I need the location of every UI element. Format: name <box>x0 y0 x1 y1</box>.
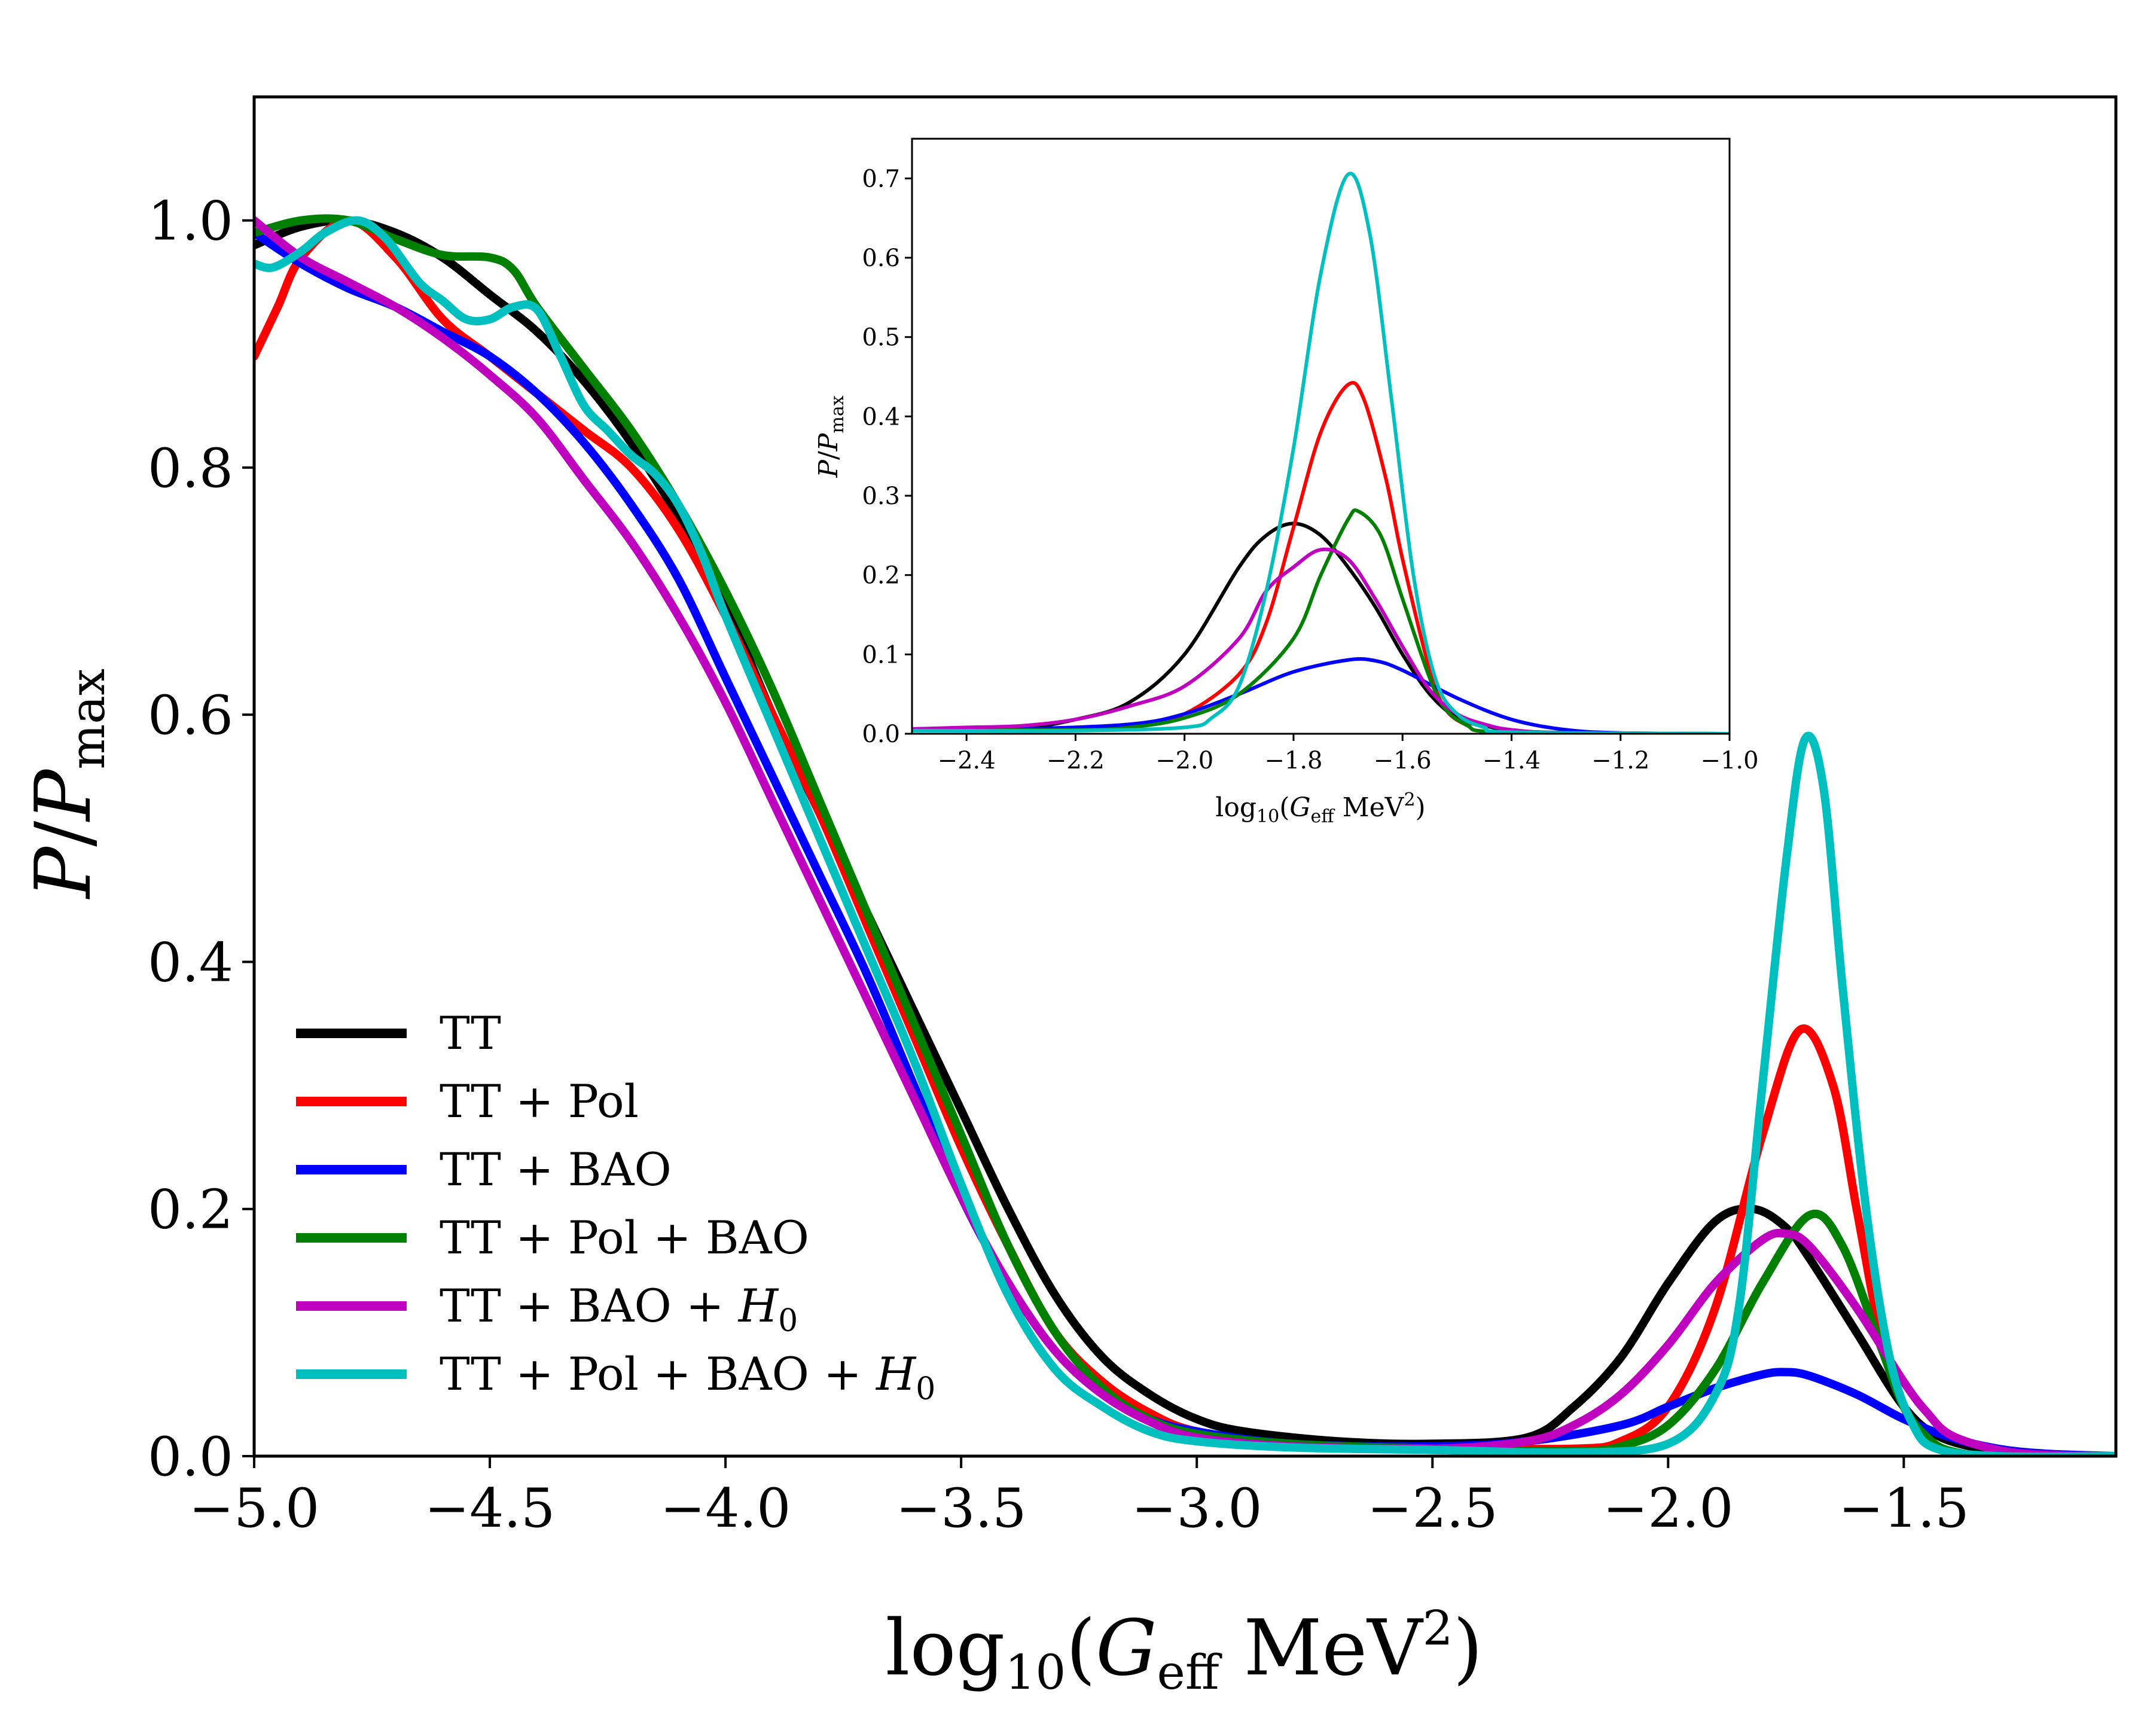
inset-y-label: P/Pmax <box>813 395 848 478</box>
main-x-tick-label: −3.5 <box>896 1477 1027 1540</box>
legend: TT TT + Pol TT + BAO TT + Pol + BAO TT + BAO… <box>296 1006 935 1407</box>
inset-series-tt-pol-bao <box>912 508 1730 734</box>
inset-y-tick-label: 0.4 <box>862 403 900 431</box>
main-y-tick-label: 1.0 <box>148 190 233 253</box>
main-y-label: P/Pmax <box>19 669 115 899</box>
main-y-tick-label: 0.8 <box>148 437 233 500</box>
inset-x-tick-label: −1.8 <box>1264 747 1322 774</box>
inset-x-tick-label: −1.2 <box>1591 747 1649 774</box>
legend-label-tt-bao: TT + BAO <box>440 1143 672 1196</box>
main-y-tick-label: 0.0 <box>148 1426 233 1488</box>
main-x-tick-label: −1.5 <box>1838 1477 1969 1540</box>
main-x-tick-label: −5.0 <box>189 1477 320 1540</box>
inset-series-tt-pol-bao-h0 <box>912 172 1730 734</box>
legend-label-tt-bao-h0: TT + BAO + H0 <box>440 1279 798 1339</box>
main-y-tick-label: 0.4 <box>148 931 233 994</box>
legend-label-tt: TT <box>440 1006 501 1060</box>
inset-x-tick-label: −2.2 <box>1047 747 1105 774</box>
main-series-tt-bao-h0 <box>254 216 2116 1456</box>
inset-x-label: log10(Geff MeV2) <box>1215 789 1425 827</box>
inset-y-tick-label: 0.6 <box>862 245 900 272</box>
main-x-tick-label: −4.0 <box>660 1477 791 1540</box>
main-series-group <box>254 214 2116 1456</box>
main-x-tick-label: −4.5 <box>425 1477 556 1540</box>
inset-y-tick-label: 0.1 <box>862 641 900 669</box>
legend-label-tt-pol-bao: TT + Pol + BAO <box>440 1211 809 1264</box>
main-axes-frame <box>252 95 2118 1458</box>
main-y-ticks: 0.0 0.2 0.4 0.6 0.8 1.0 <box>148 190 254 1488</box>
inset-y-tick-label: 0.3 <box>862 483 900 510</box>
main-y-tick-label: 0.6 <box>148 684 233 747</box>
inset-axes: −2.4 −2.2 −2.0 −1.8 −1.6 −1.4 −1.2 −1.0 0.00.10… <box>813 138 1759 827</box>
inset-y-tick-label: 0.0 <box>862 721 900 748</box>
inset-x-tick-label: −2.4 <box>938 747 996 774</box>
inset-series-group <box>912 172 1730 734</box>
inset-x-tick-label: −1.4 <box>1483 747 1541 774</box>
main-series-tt-pol-bao-h0 <box>254 216 2116 1456</box>
inset-x-tick-label: −2.0 <box>1155 747 1213 774</box>
legend-label-tt-pol-bao-h0: TT + Pol + BAO + H0 <box>440 1347 935 1407</box>
inset-y-ticks: 0.0 0.1 0.2 0.3 0.4 0.5 0.6 0.7 <box>862 165 912 748</box>
legend-label-tt-pol: TT + Pol <box>440 1075 639 1128</box>
main-x-ticks: −5.0 −4.5 −4.0 −3.5 −3.0 −2.5 −2.0 −1.5 <box>189 1456 1969 1540</box>
main-x-label: log10(Geff MeV2) <box>886 1600 1483 1700</box>
main-x-tick-label: −2.0 <box>1603 1477 1734 1540</box>
main-x-tick-label: −3.0 <box>1132 1477 1262 1540</box>
main-y-tick-label: 0.2 <box>148 1179 233 1241</box>
inset-x-tick-label: −1.0 <box>1700 747 1758 774</box>
inset-series-tt-bao <box>912 657 1730 734</box>
inset-x-tick-label: −1.6 <box>1374 747 1432 774</box>
main-x-tick-label: −2.5 <box>1367 1477 1498 1540</box>
inset-y-tick-label: 0.2 <box>862 562 900 590</box>
main-axes: −5.0 −4.5 −4.0 −3.5 −3.0 −2.5 −2.0 −1.5 0.00.20… <box>19 95 2118 1700</box>
inset-y-tick-label: 0.5 <box>862 324 900 352</box>
inset-y-tick-label: 0.7 <box>862 165 900 193</box>
inset-series-tt-bao-h0 <box>912 547 1730 734</box>
inset-x-ticks: −2.4 −2.2 −2.0 −1.8 −1.6 −1.4 −1.2 −1.0 <box>938 734 1759 774</box>
inset-axes-frame <box>911 138 1731 735</box>
